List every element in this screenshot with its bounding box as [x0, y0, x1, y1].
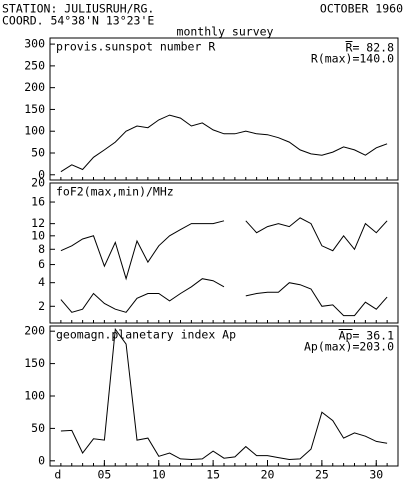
- y-tick-label: 10: [31, 228, 45, 242]
- x-tick-label: 30: [369, 468, 383, 480]
- y-tick-label: 100: [24, 124, 45, 138]
- y-tick-label: 2: [38, 299, 45, 313]
- x-tick-label: 10: [152, 468, 166, 480]
- y-tick-label: 6: [38, 257, 45, 271]
- x-axis-label: d: [54, 468, 61, 480]
- x-tick-label: 20: [261, 468, 275, 480]
- y-tick-label: 250: [24, 58, 45, 72]
- subtitle: monthly survey: [177, 25, 274, 39]
- x-tick-label: 15: [206, 468, 220, 480]
- y-tick-label: 0: [38, 167, 45, 181]
- x-tick-label: 25: [315, 468, 329, 480]
- station: STATION: JULIUSRUH/RG.: [2, 2, 154, 16]
- y-tick-label: 8: [38, 242, 45, 256]
- y-tick-label: 20: [31, 176, 45, 190]
- stat-max: R(max)=140.0: [311, 52, 394, 66]
- y-tick-label: 0: [38, 453, 45, 467]
- stat-mean: Ap= 36.1: [339, 329, 394, 343]
- data-line: [60, 278, 388, 317]
- y-tick-label: 150: [24, 356, 45, 370]
- y-tick-label: 12: [31, 216, 45, 230]
- y-tick-label: 50: [31, 421, 45, 435]
- panel-title: geomagn.planetary index Ap: [56, 328, 236, 342]
- panel-title: provis.sunspot number R: [56, 40, 215, 54]
- data-line: [60, 114, 388, 173]
- y-tick-label: 150: [24, 102, 45, 116]
- data-line: [60, 327, 388, 461]
- y-tick-label: 16: [31, 195, 45, 209]
- date: OCTOBER 1960: [320, 2, 403, 16]
- y-tick-label: 50: [31, 145, 45, 159]
- y-tick-label: 200: [24, 80, 45, 94]
- y-tick-label: 100: [24, 389, 45, 403]
- panel-title: foF2(max,min)/MHz: [56, 185, 174, 199]
- coord: COORD. 54°38'N 13°23'E: [2, 14, 154, 28]
- x-tick-label: 05: [97, 468, 111, 480]
- data-line: [60, 217, 388, 281]
- y-tick-label: 300: [24, 37, 45, 51]
- stat-mean: R= 82.8: [346, 41, 395, 55]
- stat-max: Ap(max)=203.0: [304, 340, 394, 354]
- y-tick-label: 200: [24, 324, 45, 338]
- y-tick-label: 4: [38, 275, 45, 289]
